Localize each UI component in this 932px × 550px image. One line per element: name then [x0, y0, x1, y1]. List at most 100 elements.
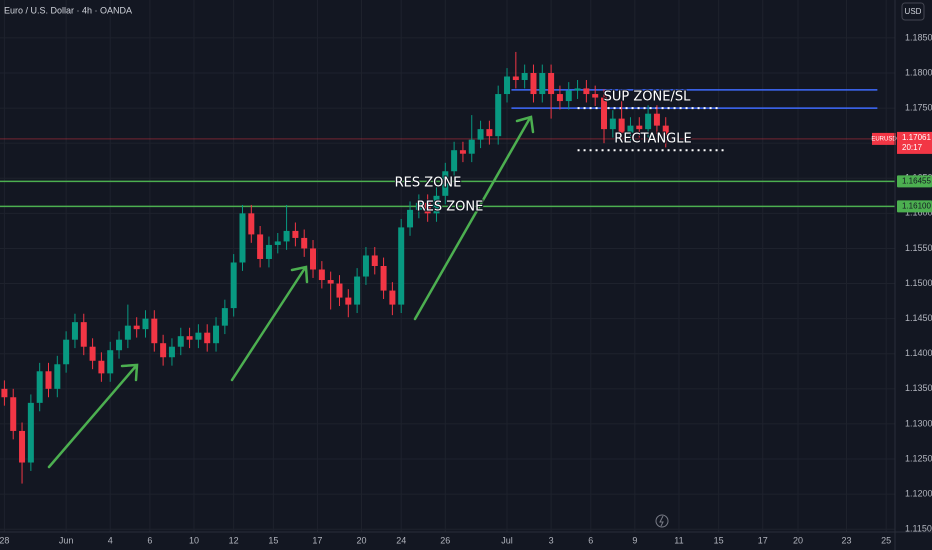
candle-body: [257, 234, 264, 259]
candle-body: [512, 76, 519, 81]
y-tick-label: 1.12500: [905, 453, 932, 463]
candle-body: [486, 129, 493, 137]
candle-body: [27, 402, 34, 463]
candle-body: [468, 139, 475, 154]
arrows: [47, 115, 535, 469]
x-tick-label: 12: [229, 535, 239, 545]
candle-body: [477, 129, 484, 140]
price-tag: [897, 131, 932, 154]
candle-body: [80, 322, 87, 347]
candle-body: [54, 364, 61, 389]
candle-body: [433, 195, 440, 214]
candle-body: [142, 318, 149, 330]
annotation: SUP ZONE/SL: [604, 90, 691, 105]
candle-body: [645, 113, 652, 130]
candle-body: [504, 76, 511, 95]
candle-body: [116, 339, 123, 351]
x-tick-label: 26: [440, 535, 450, 545]
x-tick-label: 11: [674, 535, 683, 545]
candle-body: [380, 266, 387, 291]
candle-body: [133, 325, 140, 330]
y-tick-label: 1.13500: [905, 383, 932, 393]
x-tick-label: 15: [714, 535, 724, 545]
arrow: [413, 116, 532, 321]
candle-body: [354, 276, 361, 305]
candle-body: [424, 202, 431, 214]
annotation: RECTANGLE: [614, 132, 691, 147]
candle-body: [221, 308, 228, 326]
candle-body: [124, 325, 131, 340]
candle-body: [63, 339, 70, 365]
candle-body: [627, 125, 634, 133]
arrow: [230, 266, 307, 382]
candle-body: [71, 322, 78, 340]
y-tick-label: 1.11500: [905, 524, 932, 534]
y-tick-label: 1.15000: [905, 278, 932, 288]
candle-body: [592, 94, 599, 98]
candle-body: [336, 283, 343, 298]
y-tick-label: 1.16000: [905, 208, 932, 218]
candle-body: [168, 346, 175, 358]
candle-body: [389, 290, 396, 305]
y-tick-label: 1.18500: [905, 32, 932, 42]
candle-body: [495, 94, 502, 137]
x-tick-label: 10: [189, 535, 199, 545]
candle-body: [415, 202, 422, 210]
x-tick-label: 6: [147, 535, 152, 545]
candle-body: [653, 113, 660, 126]
candle-body: [407, 209, 414, 228]
candle-body: [98, 360, 105, 374]
candle-body: [362, 255, 369, 277]
candle-body: [459, 150, 466, 154]
candle-body: [548, 72, 555, 95]
replay-icon[interactable]: [655, 514, 669, 528]
candle-body: [318, 269, 325, 281]
candle-body: [230, 262, 237, 309]
symbol-tag: [872, 132, 896, 145]
x-tick-label: 9: [632, 535, 637, 545]
annotation: RES ZONE: [417, 200, 484, 215]
x-tick-label: 17: [312, 535, 322, 545]
level-tag: [897, 200, 932, 213]
candle-body: [301, 237, 308, 249]
candle-body: [213, 325, 220, 344]
candle-body: [327, 280, 334, 284]
arrow-head: [290, 265, 309, 284]
candle-body: [19, 430, 26, 463]
candle-body: [1, 388, 8, 398]
candle-body: [204, 332, 211, 344]
currency-label: USD: [905, 7, 922, 16]
candle-body: [36, 371, 43, 403]
candle-body: [539, 72, 546, 95]
annotation: RES ZONE: [395, 176, 462, 191]
candle-body: [583, 88, 590, 95]
candle-body: [186, 336, 193, 340]
x-tick-label: 4: [108, 535, 113, 545]
candle-body: [521, 72, 528, 81]
candle-body: [10, 397, 17, 431]
candle-body: [662, 125, 669, 139]
countdown-label: 20:17: [902, 143, 923, 152]
candle-body: [310, 248, 317, 270]
symbol-label: EURUSD: [871, 136, 897, 142]
currency-button[interactable]: [901, 2, 925, 21]
y-tick-label: 1.14500: [905, 313, 932, 323]
arrow-head: [120, 363, 139, 382]
candle-body: [107, 350, 114, 374]
y-tick-label: 1.18000: [905, 67, 932, 77]
x-tick-label: 3: [549, 535, 554, 545]
candle-body: [574, 88, 581, 91]
level-tag: [897, 175, 932, 188]
x-tick-label: 25: [881, 535, 891, 545]
candle-body: [636, 125, 643, 130]
x-tick-label: 17: [758, 535, 768, 545]
icon-circle: [655, 514, 669, 528]
y-tick-label: 1.14000: [905, 348, 932, 358]
x-tick-label: 6: [588, 535, 593, 545]
candle-body: [160, 343, 167, 358]
x-tick-label: 28: [0, 535, 9, 545]
